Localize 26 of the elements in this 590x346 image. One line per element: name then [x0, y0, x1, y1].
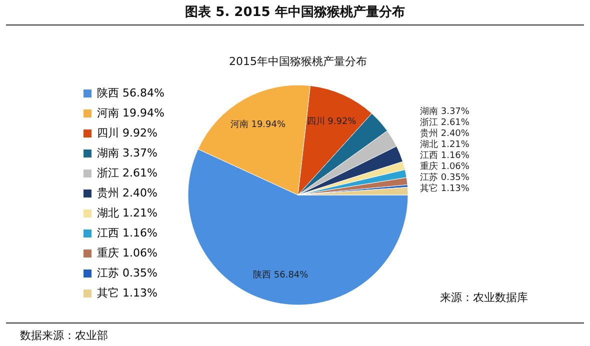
- legend-label: 湖北 1.21%: [97, 206, 158, 220]
- slice-label: 湖北 1.21%: [420, 139, 470, 150]
- legend-label: 江西 1.16%: [97, 226, 158, 240]
- legend-label: 重庆 1.06%: [97, 246, 158, 260]
- slice-label: 其它 1.13%: [420, 183, 470, 194]
- slice-label: 陕西 56.84%: [253, 270, 309, 281]
- legend-label: 陕西 56.84%: [97, 86, 164, 100]
- source-note: 数据来源：农业部: [20, 329, 108, 342]
- legend-label: 其它 1.13%: [97, 286, 158, 300]
- category-label: 湖南 3.37%: [420, 107, 470, 117]
- source-note: 来源：农业数据库: [440, 291, 528, 304]
- slice-label: 江苏 0.35%: [420, 172, 470, 183]
- legend-label: 湖南 3.37%: [97, 146, 158, 160]
- slice-label: 江西 1.16%: [420, 150, 470, 161]
- slice-label: 浙江 2.61%: [420, 117, 470, 128]
- slice-label: 重庆 1.06%: [420, 161, 470, 172]
- slice-label: 河南 19.94%: [230, 119, 286, 130]
- slice-label: 贵州 2.40%: [420, 128, 470, 139]
- chart-subtitle: 2015年中国猕猴桃产量分布: [229, 55, 367, 68]
- legend-label: 河南 19.94%: [97, 106, 164, 120]
- legend-label: 江苏 0.35%: [97, 266, 158, 280]
- legend-label: 贵州 2.40%: [97, 186, 158, 200]
- slice-label: 四川 9.92%: [306, 116, 357, 127]
- legend-label: 四川 9.92%: [97, 126, 158, 140]
- legend-label: 浙江 2.61%: [97, 166, 158, 180]
- chart-title: 图表 5. 2015 年中国猕猴桃产量分布: [185, 4, 405, 20]
